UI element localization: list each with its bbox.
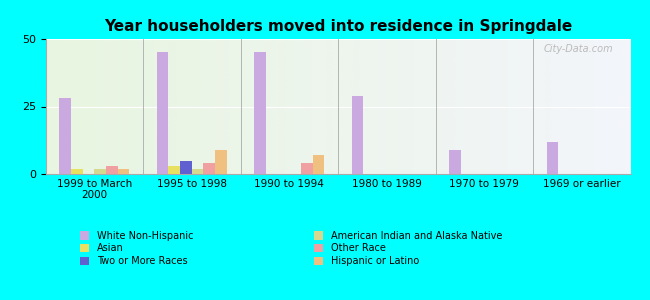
Bar	[215, 150, 227, 174]
Title: Year householders moved into residence in Springdale: Year householders moved into residence i…	[104, 19, 572, 34]
Bar	[547, 142, 558, 174]
Bar	[157, 52, 168, 174]
Bar	[59, 98, 71, 174]
Bar	[168, 166, 180, 174]
Bar	[449, 150, 461, 174]
Bar	[301, 163, 313, 174]
Bar	[106, 166, 118, 174]
Bar	[71, 169, 83, 174]
Bar	[254, 52, 266, 174]
Bar	[352, 96, 363, 174]
Bar	[180, 160, 192, 174]
Legend: American Indian and Alaska Native, Other Race, Hispanic or Latino: American Indian and Alaska Native, Other…	[313, 230, 502, 266]
Bar	[118, 169, 129, 174]
Bar	[94, 169, 106, 174]
Text: City-Data.com: City-Data.com	[543, 44, 613, 54]
Bar	[313, 155, 324, 174]
Bar	[192, 169, 203, 174]
Bar	[203, 163, 215, 174]
